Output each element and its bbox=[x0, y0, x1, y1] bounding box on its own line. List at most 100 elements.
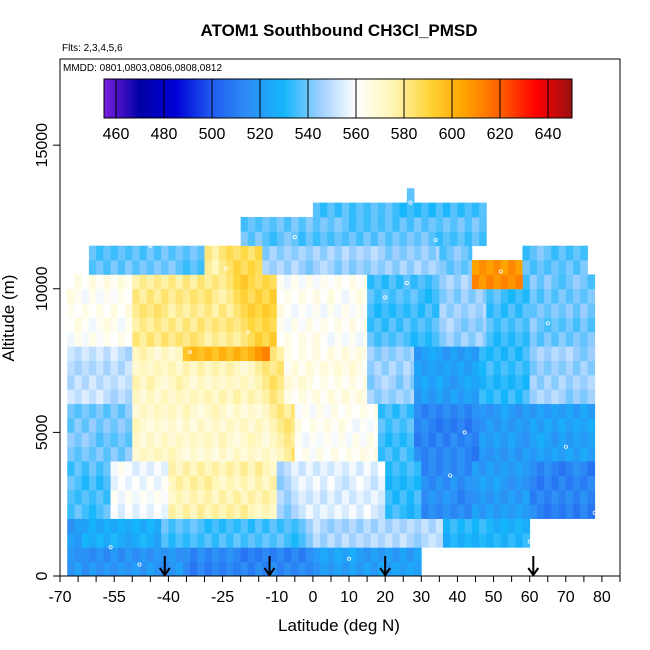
heatmap-cell bbox=[377, 504, 386, 519]
heatmap-cell bbox=[197, 432, 205, 448]
heatmap-cell bbox=[240, 561, 249, 576]
heatmap-cell bbox=[479, 260, 487, 275]
heatmap-cell bbox=[240, 432, 249, 448]
heatmap-cell bbox=[117, 446, 126, 462]
heatmap-cell bbox=[388, 374, 397, 390]
heatmap-cell bbox=[421, 231, 429, 247]
heatmap-cell bbox=[515, 389, 523, 405]
heatmap-cell bbox=[341, 475, 350, 491]
heatmap-cell bbox=[327, 260, 335, 275]
heatmap-cell bbox=[211, 518, 220, 534]
sample-point bbox=[545, 321, 550, 326]
heatmap-cell bbox=[385, 260, 393, 275]
heatmap-cell bbox=[247, 561, 256, 576]
heatmap-cell bbox=[67, 346, 75, 361]
heatmap-cell bbox=[435, 518, 444, 534]
heatmap-cell bbox=[536, 489, 545, 505]
heatmap-cell bbox=[218, 403, 227, 419]
heatmap-cell bbox=[464, 216, 473, 232]
heatmap-cell bbox=[580, 260, 588, 275]
heatmap-cell bbox=[103, 446, 111, 462]
heatmap-cell bbox=[500, 432, 509, 448]
heatmap-cell bbox=[132, 403, 140, 419]
heatmap-cell bbox=[370, 489, 379, 505]
heatmap-cell bbox=[284, 446, 292, 462]
heatmap-cell bbox=[522, 346, 531, 361]
heatmap-cell bbox=[74, 532, 83, 548]
heatmap-cell bbox=[435, 231, 444, 247]
sample-point bbox=[563, 444, 568, 449]
heatmap-cell bbox=[406, 518, 415, 534]
heatmap-cell bbox=[204, 331, 213, 347]
heatmap-cell bbox=[88, 461, 97, 476]
heatmap-cell bbox=[81, 360, 90, 376]
heatmap-cell bbox=[356, 331, 364, 347]
heatmap-cell bbox=[558, 475, 567, 491]
heatmap-cell bbox=[327, 374, 335, 390]
heatmap-cell bbox=[551, 331, 559, 347]
heatmap-cell bbox=[565, 489, 574, 505]
heatmap-cell bbox=[580, 461, 588, 476]
heatmap-cell bbox=[508, 288, 516, 304]
heatmap-cell bbox=[334, 317, 343, 333]
heatmap-cell bbox=[294, 418, 303, 433]
heatmap-cell bbox=[446, 331, 455, 347]
heatmap-cell bbox=[88, 303, 97, 318]
heatmap-cell bbox=[536, 374, 545, 390]
heatmap-cell bbox=[493, 374, 502, 390]
heatmap-cell bbox=[96, 547, 104, 563]
heatmap-cell bbox=[218, 461, 227, 476]
heatmap-cell bbox=[276, 260, 285, 275]
heatmap-cell bbox=[468, 303, 476, 318]
heatmap-cell bbox=[428, 418, 437, 433]
heatmap-cell bbox=[139, 532, 148, 548]
heatmap-cell bbox=[110, 561, 119, 576]
heatmap-cell bbox=[320, 532, 328, 548]
heatmap-cell bbox=[226, 518, 234, 534]
heatmap-cell bbox=[573, 360, 581, 376]
heatmap-cell bbox=[421, 389, 429, 405]
heatmap-cell bbox=[233, 374, 242, 390]
heatmap-cell bbox=[515, 461, 523, 476]
heatmap-cell bbox=[226, 418, 234, 433]
heatmap-cell bbox=[370, 532, 379, 548]
heatmap-cell bbox=[406, 231, 415, 247]
heatmap-cell bbox=[125, 561, 133, 576]
heatmap-cell bbox=[544, 432, 552, 448]
heatmap-cell bbox=[175, 360, 184, 376]
heatmap-cell bbox=[74, 403, 83, 419]
heatmap-cell bbox=[406, 489, 415, 505]
heatmap-cell bbox=[218, 288, 227, 304]
heatmap-cell bbox=[385, 461, 393, 476]
heatmap-cell bbox=[226, 561, 234, 576]
heatmap-cell bbox=[428, 389, 437, 405]
heatmap-cell bbox=[262, 475, 270, 491]
heatmap-cell bbox=[103, 547, 111, 563]
heatmap-cell bbox=[334, 374, 343, 390]
heatmap-cell bbox=[580, 418, 588, 433]
heatmap-cell bbox=[284, 360, 292, 376]
heatmap-cell bbox=[269, 360, 278, 376]
heatmap-cell bbox=[96, 260, 104, 275]
heatmap-cell bbox=[334, 231, 343, 247]
heatmap-cell bbox=[305, 303, 314, 318]
heatmap-cell bbox=[117, 288, 126, 304]
heatmap-cell bbox=[67, 288, 75, 304]
heatmap-cell bbox=[508, 360, 516, 376]
heatmap-cell bbox=[309, 446, 317, 462]
x-tick-label: 10 bbox=[340, 589, 358, 606]
heatmap-cell bbox=[103, 518, 111, 534]
heatmap-cell bbox=[374, 288, 382, 304]
heatmap-cell bbox=[211, 475, 220, 491]
heatmap-cell bbox=[500, 303, 509, 318]
heatmap-cell bbox=[341, 288, 350, 304]
heatmap-cell bbox=[421, 245, 429, 261]
heatmap-cell bbox=[81, 532, 90, 548]
heatmap-cell bbox=[298, 374, 307, 390]
heatmap-cell bbox=[269, 418, 278, 433]
heatmap-cell bbox=[374, 374, 382, 390]
heatmap-cell bbox=[110, 547, 119, 563]
heatmap-cell bbox=[284, 331, 292, 347]
heatmap-cell bbox=[81, 432, 90, 448]
heatmap-cell bbox=[204, 446, 213, 462]
